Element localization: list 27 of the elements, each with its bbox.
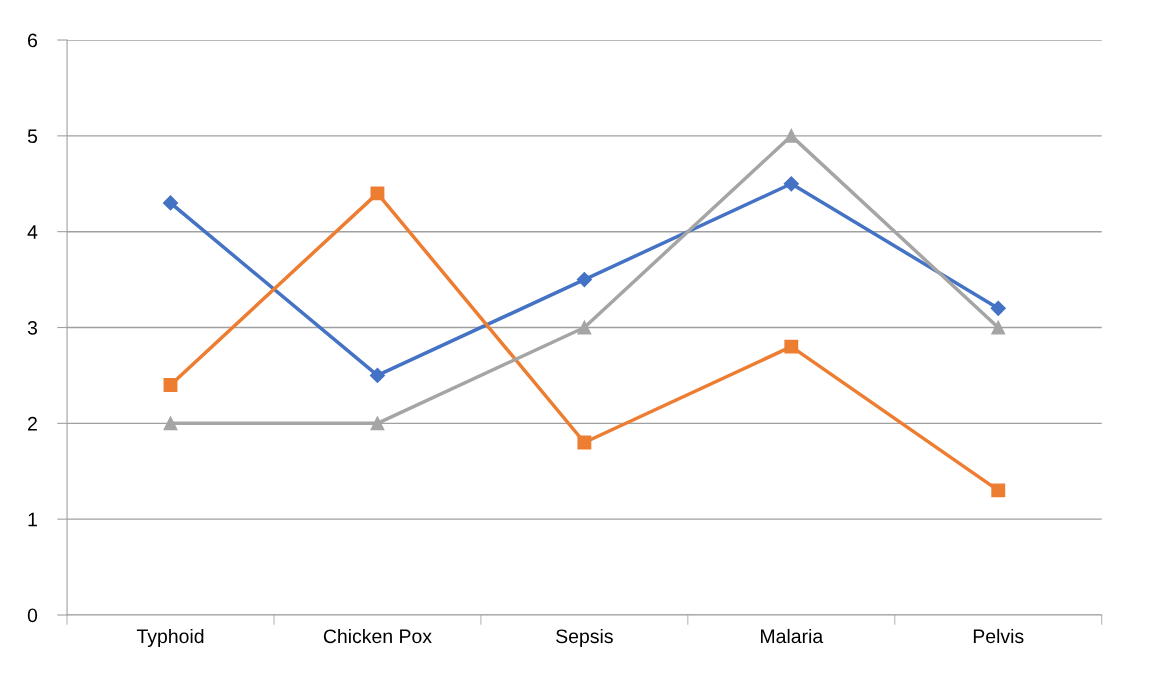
- point: [162, 195, 179, 211]
- y-tick-label: 1: [28, 512, 37, 527]
- y-tick-label: 6: [28, 33, 38, 48]
- x-tick-label: Sepsis: [556, 628, 613, 648]
- point: [577, 435, 592, 450]
- point: [784, 339, 799, 354]
- y-tick-label: 2: [28, 416, 37, 431]
- point: [991, 483, 1006, 498]
- y-tick-label: 4: [27, 225, 38, 239]
- x-tick-label: Malaria: [761, 628, 824, 644]
- x-tick-label: Chicken Pox: [323, 628, 432, 644]
- y-tick-label: 5: [27, 129, 38, 144]
- point: [577, 320, 592, 335]
- point: [991, 320, 1006, 335]
- point: [370, 186, 385, 201]
- point: [369, 367, 386, 383]
- x-tick-label: Typhoid: [136, 628, 204, 648]
- point: [990, 300, 1006, 316]
- point: [784, 128, 799, 143]
- x-tick-label: Pelvis: [973, 628, 1024, 644]
- point: [163, 378, 178, 392]
- point: [370, 416, 385, 431]
- point: [576, 272, 592, 288]
- point: [783, 176, 799, 192]
- point: [163, 416, 178, 431]
- y-tick-label: 3: [27, 320, 38, 335]
- y-tick-label: 0: [27, 608, 38, 623]
